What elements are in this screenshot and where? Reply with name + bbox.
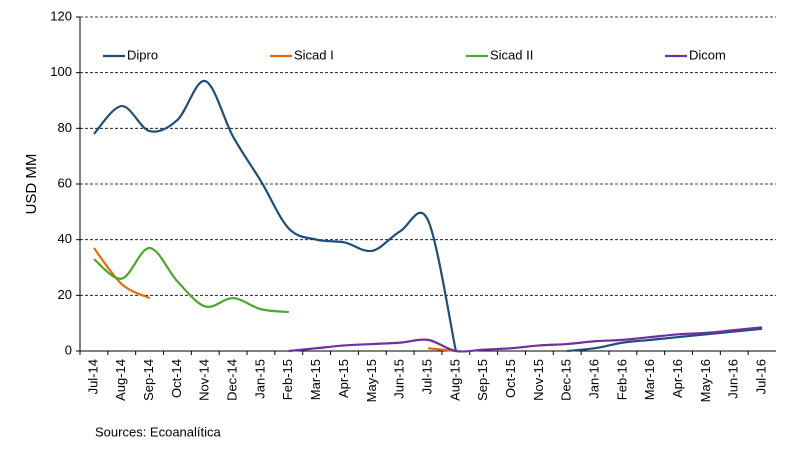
x-tick-label: Feb-16 [614,359,629,400]
legend-label: Sicad II [490,47,533,62]
x-tick-label: Feb-15 [280,359,295,400]
x-tick-label: Mar-15 [308,359,323,400]
x-tick-label: Jul-16 [754,359,769,394]
x-tick-label: Sep-14 [141,359,156,401]
x-tick-label: Apr-15 [336,359,351,398]
x-tick-label: Aug-15 [447,359,462,401]
x-tick-label: Jun-15 [392,359,407,399]
series-line [288,326,763,353]
y-tick-label: 20 [58,287,72,302]
x-tick-label: Jul-15 [419,359,434,394]
y-tick-label: 60 [58,175,72,190]
x-tick-label: Jan-16 [586,359,601,399]
series-line [93,246,289,314]
x-tick-label: Oct-14 [169,359,184,398]
y-tick-label: 120 [50,8,72,23]
x-tick-label: Jan-15 [252,359,267,399]
x-tick-label: Jun-16 [726,359,741,399]
x-tick-label: Sep-15 [475,359,490,401]
x-tick-label: Nov-14 [197,359,212,401]
y-axis-label: USD MM [23,154,40,215]
x-tick-label: Mar-16 [642,359,657,400]
x-tick-label: Aug-14 [113,359,128,401]
x-tick-label: May-16 [698,359,713,402]
legend-label: Sicad I [294,47,334,62]
x-tick-label: Nov-15 [531,359,546,401]
legend-label: Dipro [127,47,158,62]
x-tick-label: Dec-14 [225,359,240,401]
y-tick-label: 80 [58,120,72,135]
legend-label: Dicom [689,47,726,62]
y-tick-label: 40 [58,231,72,246]
series-line [93,79,457,352]
x-tick-label: May-15 [364,359,379,402]
y-tick-label: 100 [50,64,72,79]
series-line [567,327,763,353]
series-line [93,247,151,300]
x-tick-label: Dec-15 [559,359,574,401]
x-tick-label: Oct-15 [503,359,518,398]
x-tick-label: Apr-16 [670,359,685,398]
x-tick-label: Jul-14 [85,359,100,394]
source: Sources: Ecoanalítica [95,424,222,439]
y-tick-label: 0 [65,342,72,357]
